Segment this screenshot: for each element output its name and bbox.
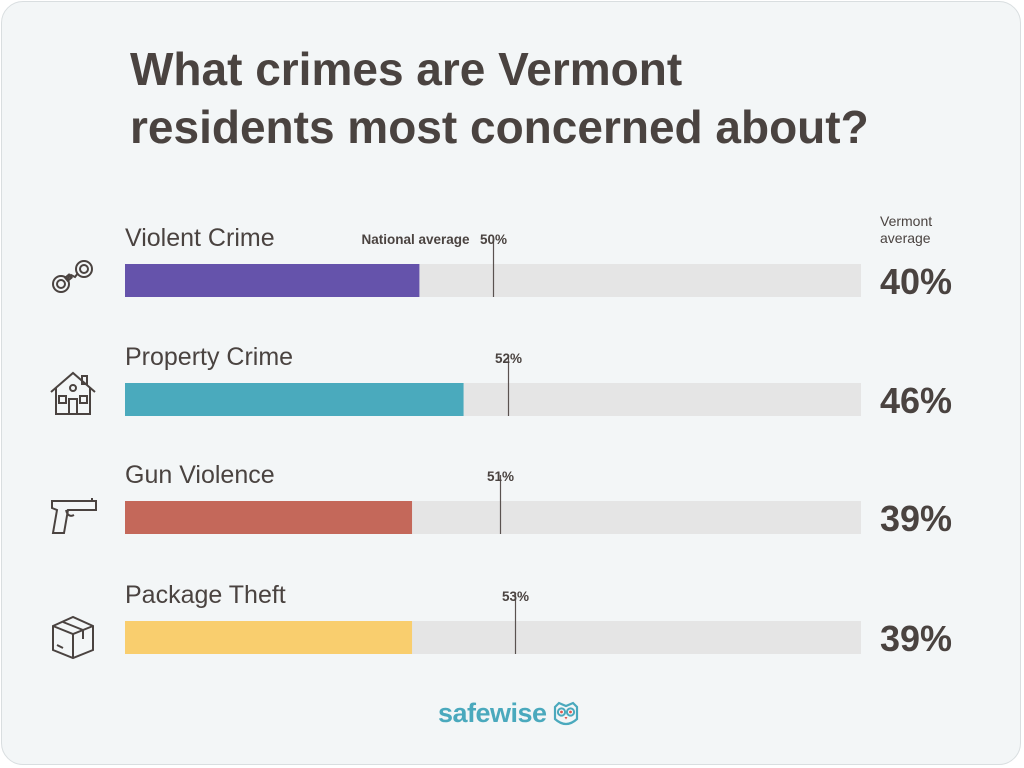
title-line-1: What crimes are Vermont <box>130 43 683 95</box>
national-average-value: 50% <box>480 232 507 247</box>
safewise-logo: safewise <box>438 698 581 729</box>
vermont-average-value: 39% <box>880 498 952 539</box>
category-label: Violent Crime <box>125 224 275 252</box>
bar-vermont <box>125 264 420 297</box>
bar-vermont <box>125 621 413 654</box>
vermont-average-header-line-2: average <box>880 230 931 246</box>
owl-icon <box>553 701 578 725</box>
handcuffs-icon <box>48 252 98 302</box>
handgun-icon <box>48 493 98 543</box>
national-average-value: 52% <box>495 351 522 366</box>
vermont-average-value: 40% <box>880 261 952 302</box>
category-label: Gun Violence <box>125 461 275 489</box>
national-average-value: 53% <box>502 589 529 604</box>
category-label: Property Crime <box>125 343 293 371</box>
title-line-2: residents most concerned about? <box>130 101 869 153</box>
bar-vermont <box>125 501 413 534</box>
national-average-value: 51% <box>487 469 514 484</box>
vermont-average-header-line-1: Vermont <box>880 213 933 229</box>
house-icon <box>48 368 98 418</box>
vermont-average-value: 39% <box>880 618 952 659</box>
national-average-caption: National average <box>361 232 470 247</box>
page-title: What crimes are Vermont residents most c… <box>130 40 990 156</box>
vermont-average-value: 46% <box>880 380 952 421</box>
logo-text: safewise <box>438 698 547 728</box>
bar-vermont <box>125 383 464 416</box>
category-label: Package Theft <box>125 581 286 609</box>
package-icon <box>48 612 98 662</box>
vermont-average-header: Vermont average <box>880 213 932 247</box>
